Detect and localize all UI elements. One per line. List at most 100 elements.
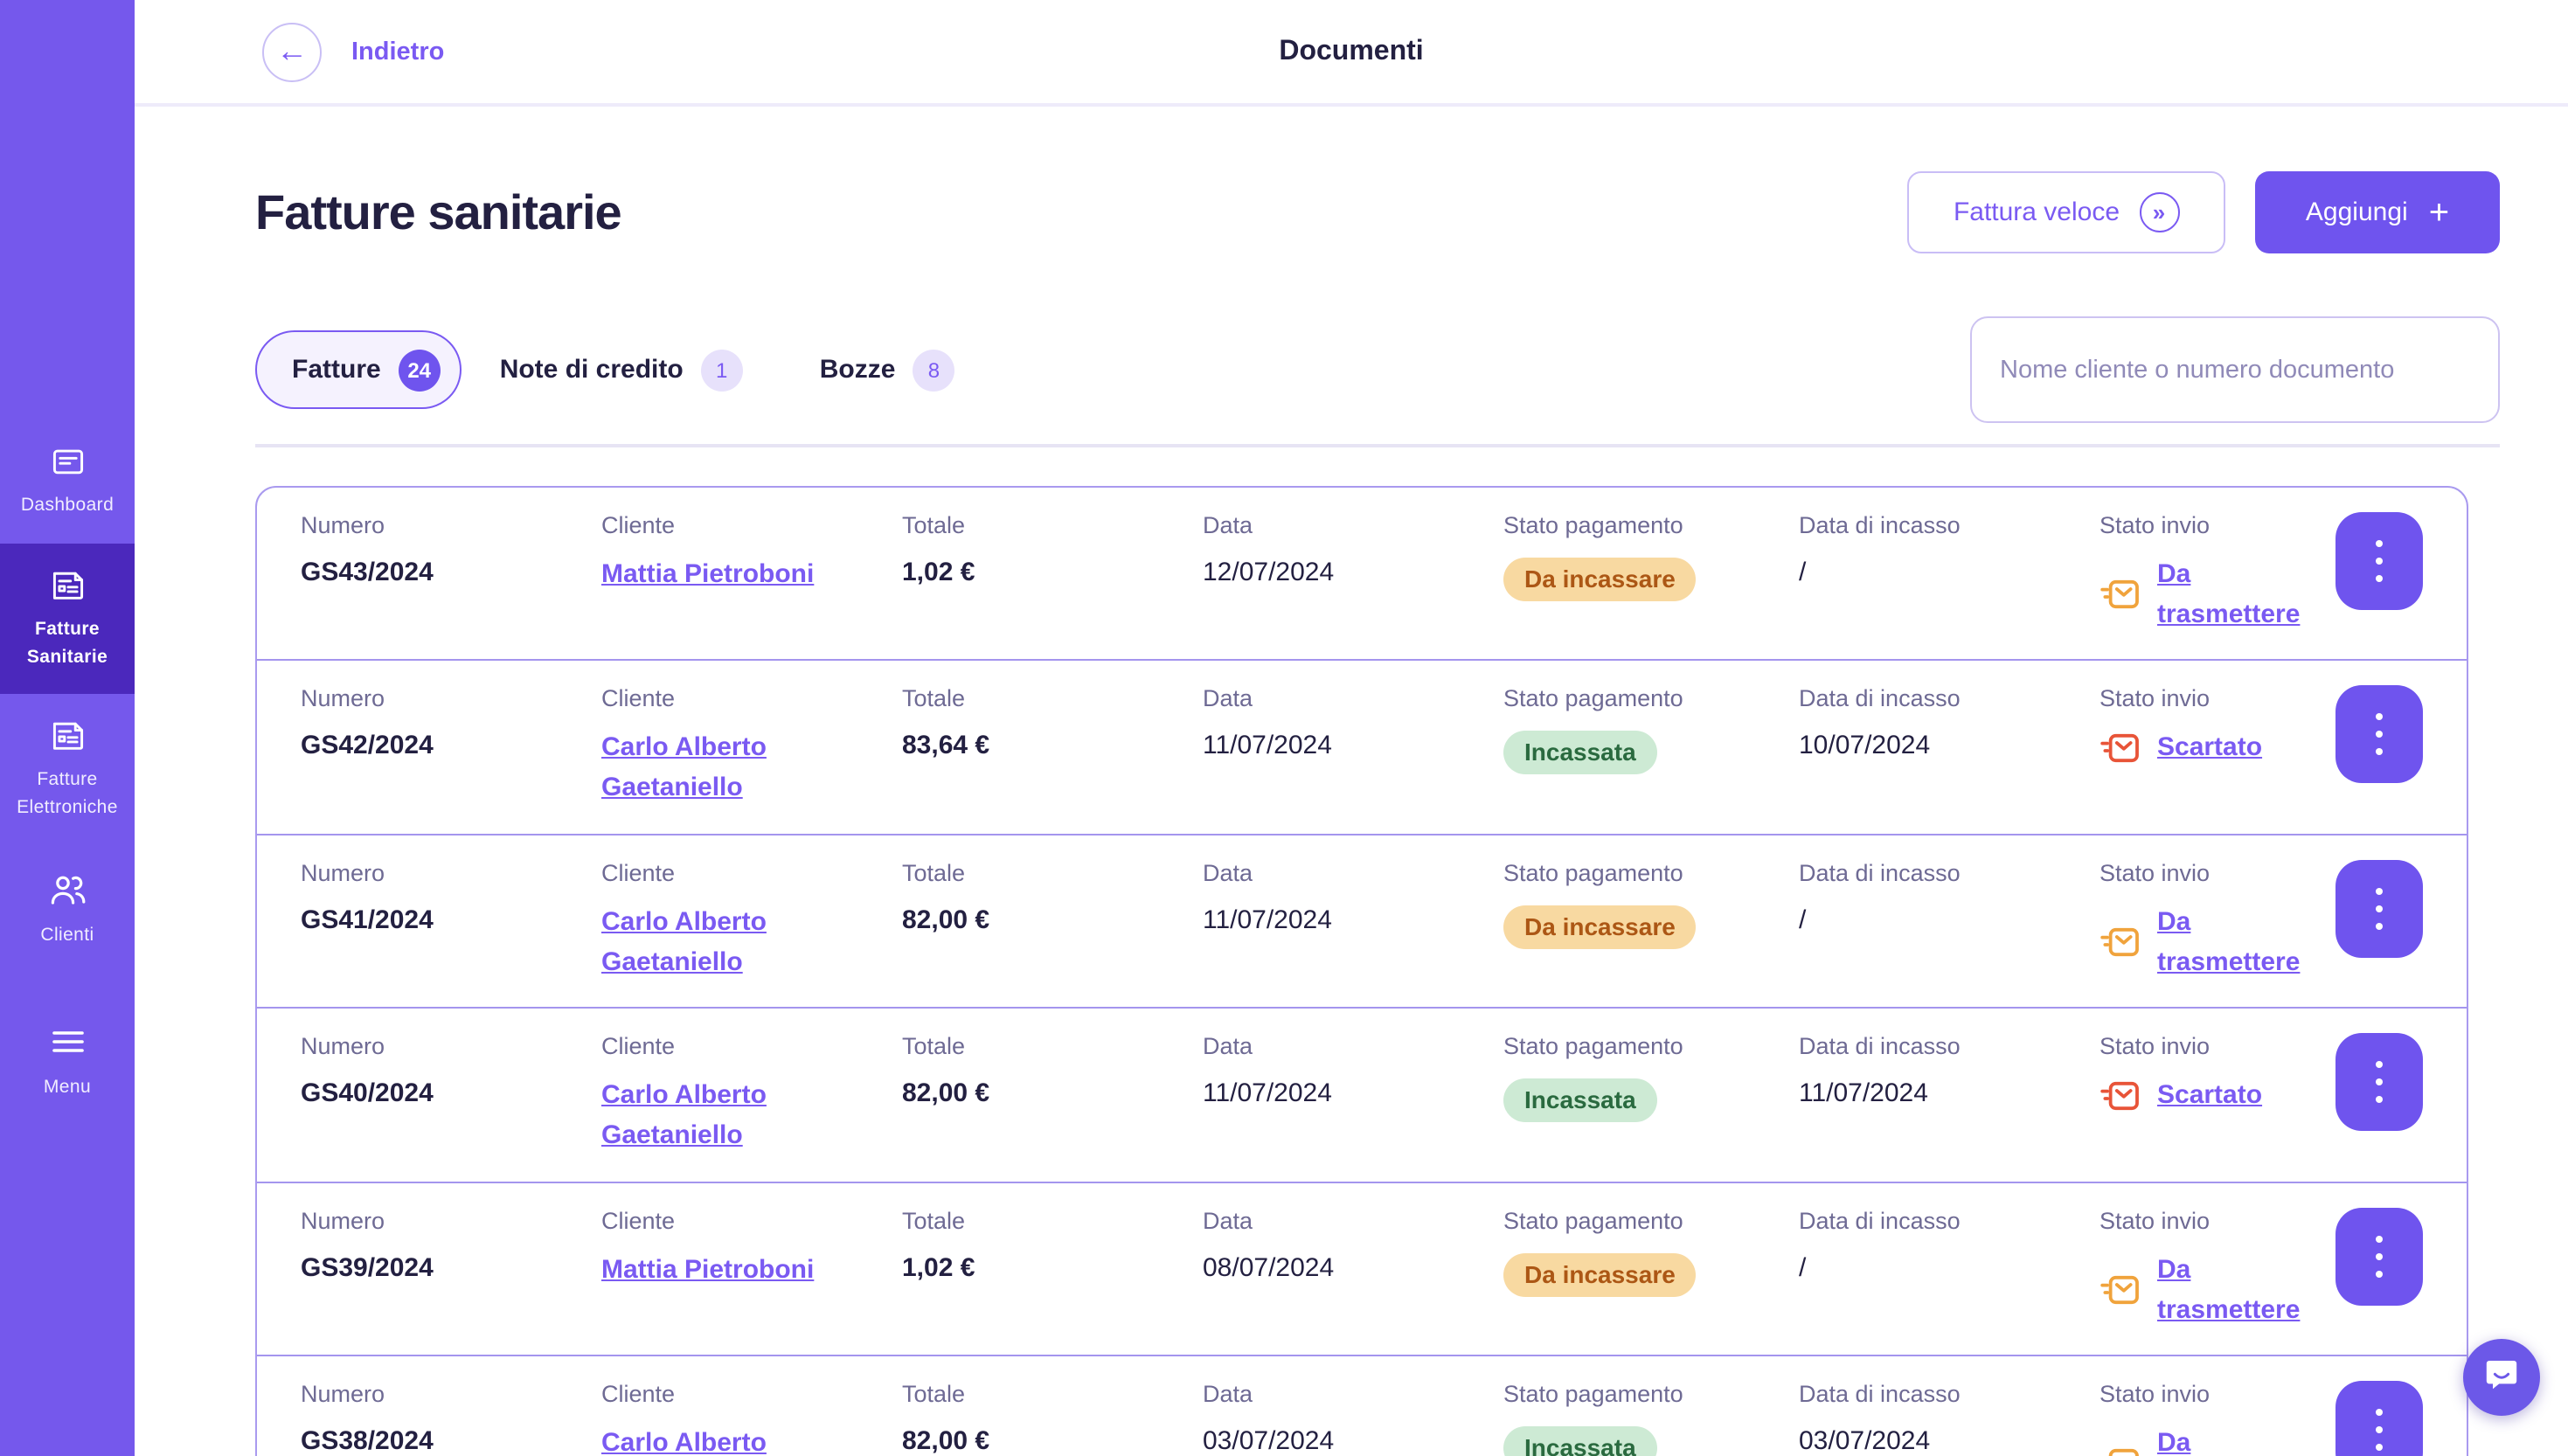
tabs-divider — [255, 444, 2500, 447]
back-label[interactable]: Indietro — [351, 38, 445, 66]
send-mail-icon — [2100, 1269, 2141, 1311]
totale-header: Totale — [902, 511, 966, 537]
data-incasso-cell: Data di incasso 10/07/2024 — [1799, 685, 2100, 766]
row-actions-kebab-button[interactable] — [2335, 1207, 2423, 1305]
totale-value: 82,00 € — [902, 1426, 990, 1456]
numero-value: GS42/2024 — [301, 731, 434, 760]
client-link[interactable]: Mattia Pietroboni — [601, 558, 815, 588]
data-incasso-header: Data di incasso — [1799, 511, 1961, 537]
table-row: Numero GS43/2024 Cliente Mattia Pietrobo… — [257, 487, 2467, 661]
send-mail-icon — [2100, 921, 2141, 963]
tab-count-badge: 1 — [700, 349, 743, 391]
stato-invio-cell: Stato invio Da trasmettere — [2100, 859, 2335, 982]
send-status-link[interactable]: Da trasmettere — [2157, 558, 2301, 629]
cliente-cell: Cliente Carlo Alberto Gaetaniello — [601, 1381, 902, 1456]
data-incasso-header: Data di incasso — [1799, 1207, 1961, 1233]
numero-header: Numero — [301, 1207, 385, 1233]
data-incasso-cell: Data di incasso 11/07/2024 — [1799, 1033, 2100, 1114]
header-actions: Fattura veloce » Aggiungi + — [1907, 171, 2500, 253]
data-incasso-header: Data di incasso — [1799, 1033, 1961, 1059]
client-link[interactable]: Carlo Alberto Gaetaniello — [601, 906, 767, 977]
tab-fatture[interactable]: Fatture 24 — [255, 330, 462, 409]
data-incasso-value: 11/07/2024 — [1799, 1078, 1928, 1108]
table-row: Numero GS41/2024 Cliente Carlo Alberto G… — [257, 835, 2467, 1009]
data-incasso-value: / — [1799, 905, 1807, 934]
data-incasso-value: / — [1799, 1252, 1807, 1282]
numero-header: Numero — [301, 859, 385, 885]
sidebar-nav: Dashboard Fatture Sanitarie — [0, 419, 135, 1125]
data-value: 12/07/2024 — [1203, 557, 1335, 586]
numero-value: GS43/2024 — [301, 557, 434, 586]
sidebar-item-menu[interactable]: Menu — [0, 997, 135, 1125]
stato-invio-header: Stato invio — [2100, 1381, 2211, 1407]
back-arrow-icon[interactable]: ← — [262, 22, 322, 81]
tab-count-badge: 24 — [398, 349, 441, 391]
sidebar-item-label: Dashboard — [20, 495, 115, 516]
stato-invio-cell: Stato invio Scartato — [2100, 1033, 2335, 1117]
sidebar-item-dashboard[interactable]: Dashboard — [0, 419, 135, 544]
stato-pagamento-cell: Stato pagamento Da incassare — [1503, 1207, 1799, 1296]
row-actions-kebab-button[interactable] — [2335, 1033, 2423, 1131]
stato-invio-header: Stato invio — [2100, 511, 2211, 537]
data-cell: Data 11/07/2024 — [1203, 685, 1503, 766]
client-link[interactable]: Carlo Alberto Gaetaniello — [601, 732, 767, 803]
client-link[interactable]: Carlo Alberto Gaetaniello — [601, 1428, 767, 1456]
send-status-link[interactable]: Scartato — [2157, 732, 2263, 763]
totale-header: Totale — [902, 1207, 966, 1233]
totale-value: 1,02 € — [902, 1252, 975, 1282]
sidebar-item-label: Fatture Sanitarie — [26, 618, 108, 668]
stato-invio-cell: Stato invio Scartato — [2100, 685, 2335, 769]
sidebar: Dashboard Fatture Sanitarie — [0, 0, 135, 1456]
search-input[interactable] — [1970, 316, 2500, 423]
data-incasso-header: Data di incasso — [1799, 1381, 1961, 1407]
stato-pagamento-header: Stato pagamento — [1503, 685, 1683, 711]
main-area: ← Indietro Documenti Fatture sanitarie F… — [135, 0, 2568, 1456]
hamburger-icon — [46, 1020, 88, 1062]
tab-bozze[interactable]: Bozze 8 — [820, 349, 955, 391]
numero-header: Numero — [301, 1033, 385, 1059]
cliente-header: Cliente — [601, 1381, 676, 1407]
row-actions-kebab-button[interactable] — [2335, 859, 2423, 957]
sidebar-item-fatture-sanitarie[interactable]: Fatture Sanitarie — [0, 543, 135, 695]
data-cell: Data 12/07/2024 — [1203, 511, 1503, 593]
data-header: Data — [1203, 859, 1253, 885]
send-status-link[interactable]: Da trasmettere — [2157, 1254, 2301, 1325]
send-status-link[interactable]: Scartato — [2157, 1080, 2263, 1111]
numero-cell: Numero GS43/2024 — [301, 511, 601, 593]
sidebar-item-clienti[interactable]: Clienti — [0, 846, 135, 974]
back-button[interactable]: ← Indietro — [262, 22, 444, 81]
payment-status-badge: Incassata — [1503, 1078, 1657, 1122]
totale-header: Totale — [902, 685, 966, 711]
chat-bubble-icon — [2481, 1352, 2523, 1403]
stato-pagamento-header: Stato pagamento — [1503, 859, 1683, 885]
add-button[interactable]: Aggiungi + — [2255, 171, 2500, 253]
stato-pagamento-header: Stato pagamento — [1503, 1381, 1683, 1407]
cliente-cell: Cliente Mattia Pietroboni — [601, 511, 902, 594]
send-status-link[interactable]: Da trasmettere — [2157, 906, 2301, 977]
sidebar-item-fatture-elettroniche[interactable]: Fatture Elettroniche — [0, 695, 135, 846]
chat-launcher-button[interactable] — [2463, 1339, 2540, 1416]
table-row: Numero GS40/2024 Cliente Carlo Alberto G… — [257, 1009, 2467, 1182]
quick-invoice-button[interactable]: Fattura veloce » — [1907, 171, 2225, 253]
client-link[interactable]: Mattia Pietroboni — [601, 1254, 815, 1284]
totale-cell: Totale 1,02 € — [902, 511, 1203, 593]
sidebar-item-label: Menu — [43, 1076, 92, 1097]
page-title: Fatture sanitarie — [255, 184, 622, 239]
data-value: 03/07/2024 — [1203, 1426, 1335, 1456]
totale-cell: Totale 82,00 € — [902, 1381, 1203, 1456]
content: Fatture sanitarie Fattura veloce » Aggiu… — [135, 171, 2568, 1456]
row-actions-kebab-button[interactable] — [2335, 1381, 2423, 1456]
send-status-link[interactable]: Da trasmettere — [2157, 1428, 2191, 1456]
send-mail-icon — [2100, 1443, 2141, 1456]
totale-cell: Totale 82,00 € — [902, 859, 1203, 940]
numero-cell: Numero GS39/2024 — [301, 1207, 601, 1288]
tab-note-di-credito[interactable]: Note di credito 1 — [500, 349, 743, 391]
client-link[interactable]: Carlo Alberto Gaetaniello — [601, 1080, 767, 1151]
row-actions-kebab-button[interactable] — [2335, 685, 2423, 783]
tab-label: Fatture — [292, 355, 381, 385]
row-actions-kebab-button[interactable] — [2335, 511, 2423, 609]
totale-header: Totale — [902, 1033, 966, 1059]
numero-value: GS38/2024 — [301, 1426, 434, 1456]
data-header: Data — [1203, 511, 1253, 537]
data-header: Data — [1203, 1207, 1253, 1233]
